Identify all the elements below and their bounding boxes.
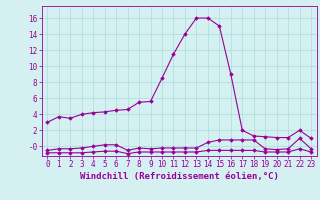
- X-axis label: Windchill (Refroidissement éolien,°C): Windchill (Refroidissement éolien,°C): [80, 172, 279, 181]
